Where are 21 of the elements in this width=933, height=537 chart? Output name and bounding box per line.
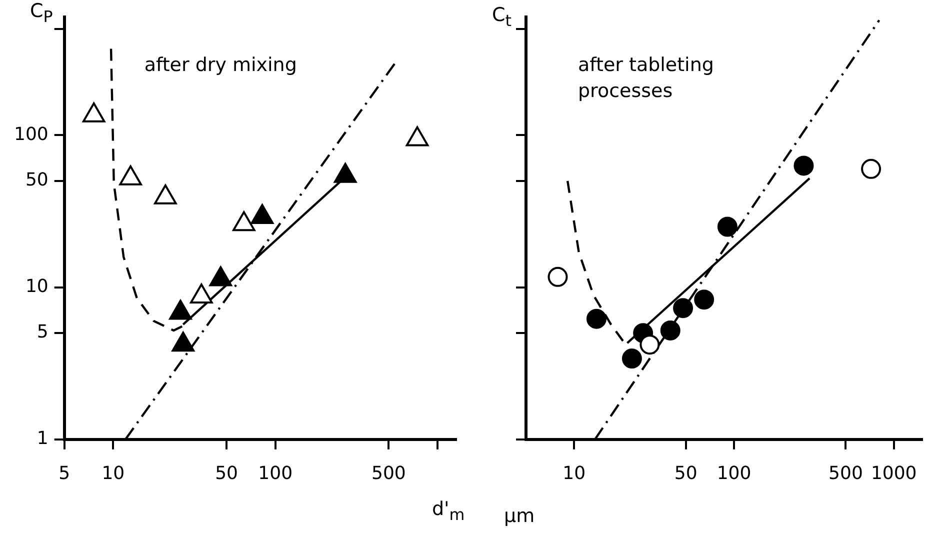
x-axis-title: μm (504, 505, 535, 527)
y-tick-label: 10 (25, 276, 48, 297)
x-tick-label: 500 (828, 462, 863, 484)
x-tick-label: 1000 (870, 462, 917, 484)
y-axis-title: C$_{P}$ (30, 0, 53, 26)
x-tick-label: 100 (258, 462, 293, 484)
x-tick-label: 500 (372, 462, 406, 484)
y-axis-title: C$_{t}$ (492, 4, 512, 30)
x-tick-label: 5 (58, 462, 70, 484)
x-tick-label: 50 (215, 462, 238, 484)
y-tick-label: 50 (25, 170, 48, 191)
y-tick-label: 100 (14, 124, 48, 145)
x-tick-label: 10 (562, 462, 586, 484)
annotation: after dry mixing (144, 54, 297, 76)
x-tick-label: 50 (674, 462, 698, 484)
y-tick-label: 5 (36, 322, 48, 343)
annotation: after tableting processes (578, 54, 714, 102)
x-axis-title: d'$_{m}$ (432, 498, 465, 524)
y-tick-label: 1 (36, 428, 48, 450)
x-tick-label: 100 (716, 462, 752, 484)
x-tick-label: 10 (102, 462, 125, 484)
